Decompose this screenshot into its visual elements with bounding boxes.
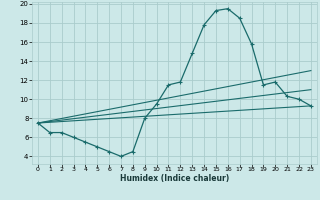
X-axis label: Humidex (Indice chaleur): Humidex (Indice chaleur) <box>120 174 229 183</box>
